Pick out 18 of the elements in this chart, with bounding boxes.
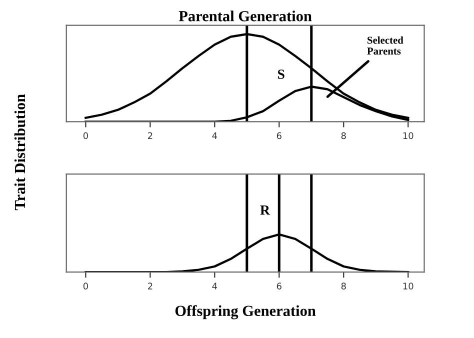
annotation: S	[278, 70, 284, 79]
x-axis-title: Offspring Generation	[175, 305, 316, 320]
x-tick-label: 8	[341, 282, 346, 290]
x-tick-label: 8	[341, 132, 346, 140]
annotation: Selected Parents	[367, 36, 404, 55]
x-tick-label: 2	[148, 132, 152, 139]
x-tick-label: 0	[83, 132, 88, 140]
x-tick-label: 6	[276, 282, 282, 290]
chart-title: Parental Generation	[178, 10, 312, 22]
x-tick-label: 10	[403, 282, 414, 290]
x-tick-label: 0	[83, 282, 88, 290]
y-axis-title: Trait Distribution	[14, 94, 26, 210]
x-tick-label: 4	[212, 132, 218, 139]
x-tick-label: 4	[212, 282, 218, 290]
x-tick-label: 2	[148, 282, 152, 290]
x-tick-label: 6	[276, 132, 282, 140]
text: R	[260, 206, 270, 215]
x-tick-label: 10	[403, 132, 414, 140]
